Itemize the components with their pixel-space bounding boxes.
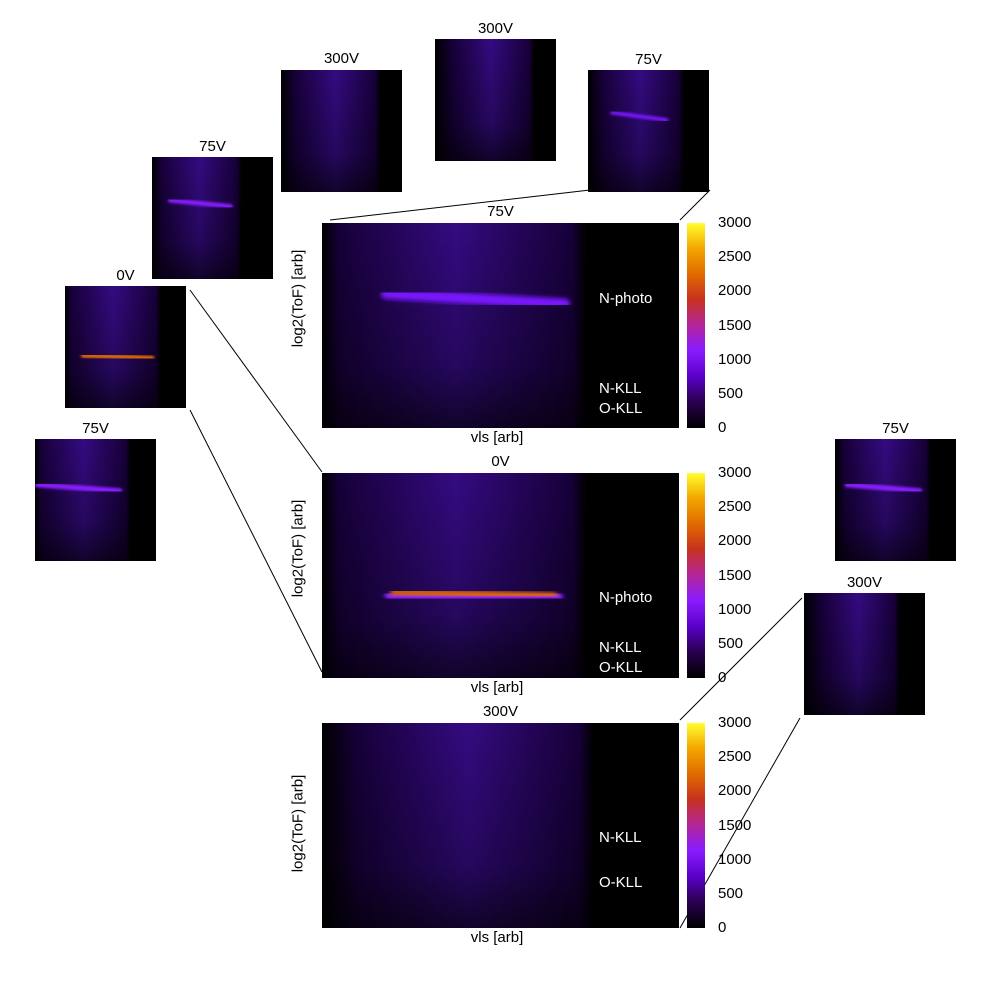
heatmap-band: [380, 288, 571, 310]
heatmap-canvas: [35, 439, 156, 561]
heatmap-haze: [35, 439, 156, 561]
chart-title: 300V: [482, 703, 519, 720]
connector-line: [679, 597, 803, 721]
heatmap-haze: [322, 723, 679, 928]
colorbar-tick-label: 1500: [718, 566, 752, 584]
colorbar-tick-label: 500: [718, 884, 744, 902]
heatmap-canvas: [804, 593, 925, 715]
heatmap-haze: [152, 157, 273, 279]
heatmap-canvas: [152, 157, 273, 279]
colorbar-tick-label: 3000: [718, 214, 752, 231]
colorbar-tick-label: 2500: [718, 498, 752, 516]
colorbar-tick-label: 1000: [718, 850, 752, 868]
peak-label: N-photo: [599, 290, 653, 307]
heatmap-haze: [281, 70, 402, 192]
thumbnail-title: 300V: [846, 574, 883, 591]
peak-label: O-KLL: [599, 659, 643, 676]
colorbar-tick-label: 2000: [718, 532, 752, 550]
chart-title: 0V: [491, 453, 510, 470]
colorbar: [687, 473, 705, 678]
heatmap-haze: [835, 439, 956, 561]
thumbnail-heatmap-75v: [588, 70, 709, 192]
colorbar-tick-label: 3000: [718, 464, 752, 481]
connector-line: [679, 189, 711, 221]
colorbar-tick-label: 0: [718, 919, 727, 936]
colorbar-tick-label: 500: [718, 634, 744, 652]
colorbar-tick-label: 0: [718, 669, 727, 686]
heatmap-300v: [322, 723, 679, 928]
colorbar-tick-label: 1000: [718, 350, 752, 368]
y-axis-label: log2(ToF) [arb]: [289, 774, 307, 873]
y-axis-label: log2(ToF) [arb]: [289, 249, 307, 348]
heatmap-canvas: [322, 223, 679, 428]
colorbar-tick-label: 1000: [718, 600, 752, 618]
thumbnail-heatmap-75v: [152, 157, 273, 279]
colorbar-tick-label: 0: [718, 419, 727, 436]
colorbar: [687, 223, 705, 428]
thumbnail-heatmap-300v: [281, 70, 402, 192]
connector-line: [189, 409, 323, 673]
connector-line: [329, 189, 591, 221]
heatmap-haze: [322, 223, 679, 428]
heatmap-canvas: [588, 70, 709, 192]
thumbnail-title: 75V: [82, 420, 109, 437]
thumbnail-heatmap-75v: [35, 439, 156, 561]
thumbnail-heatmap-75v: [835, 439, 956, 561]
thumbnail-title: 75V: [199, 138, 226, 155]
thumbnail-title: 300V: [477, 20, 514, 37]
y-axis-label-wrap: log2(ToF) [arb]: [218, 500, 378, 598]
heatmap-band: [35, 482, 123, 494]
y-axis-label: log2(ToF) [arb]: [289, 499, 307, 598]
heatmap-0v: [322, 473, 679, 678]
heatmap-haze: [804, 593, 925, 715]
heatmap-canvas: [281, 70, 402, 192]
heatmap-canvas: [835, 439, 956, 561]
peak-label: N-KLL: [599, 380, 642, 397]
colorbar-tick-label: 1500: [718, 316, 752, 334]
peak-label: N-KLL: [599, 829, 642, 846]
thumbnail-heatmap-0v: [65, 286, 186, 408]
peak-label: N-KLL: [599, 639, 642, 656]
y-axis-label-wrap: log2(ToF) [arb]: [218, 250, 378, 348]
thumbnail-title: 75V: [882, 420, 909, 437]
colorbar-tick-label: 2500: [718, 748, 752, 766]
x-axis-label: vls [arb]: [470, 929, 524, 946]
thumbnail-heatmap-300v: [804, 593, 925, 715]
y-axis-label-wrap: log2(ToF) [arb]: [218, 775, 378, 873]
peak-label: O-KLL: [599, 874, 643, 891]
heatmap-band: [610, 110, 669, 122]
colorbar-tick-label: 2000: [718, 282, 752, 300]
heatmap-75v: [322, 223, 679, 428]
heatmap-canvas: [65, 286, 186, 408]
thumbnail-title: 300V: [323, 50, 360, 67]
heatmap-haze: [435, 39, 556, 161]
peak-label: O-KLL: [599, 400, 643, 417]
colorbar-tick-label: 2000: [718, 782, 752, 800]
chart-title: 75V: [487, 203, 514, 220]
thumbnail-title: 0V: [116, 267, 135, 284]
colorbar-tick-label: 3000: [718, 714, 752, 731]
colorbar-tick-label: 1500: [718, 816, 752, 834]
thumbnail-title: 75V: [635, 51, 662, 68]
thumbnail-heatmap-300v: [435, 39, 556, 161]
peak-label: N-photo: [599, 589, 653, 606]
heatmap-canvas: [435, 39, 556, 161]
colorbar-tick-label: 500: [718, 384, 744, 402]
heatmap-canvas: [322, 473, 679, 678]
colorbar-tick-label: 2500: [718, 248, 752, 266]
x-axis-label: vls [arb]: [470, 429, 524, 446]
connector-line: [189, 289, 323, 473]
heatmap-canvas: [322, 723, 679, 928]
colorbar: [687, 723, 705, 928]
heatmap-haze: [588, 70, 709, 192]
x-axis-label: vls [arb]: [470, 679, 524, 696]
